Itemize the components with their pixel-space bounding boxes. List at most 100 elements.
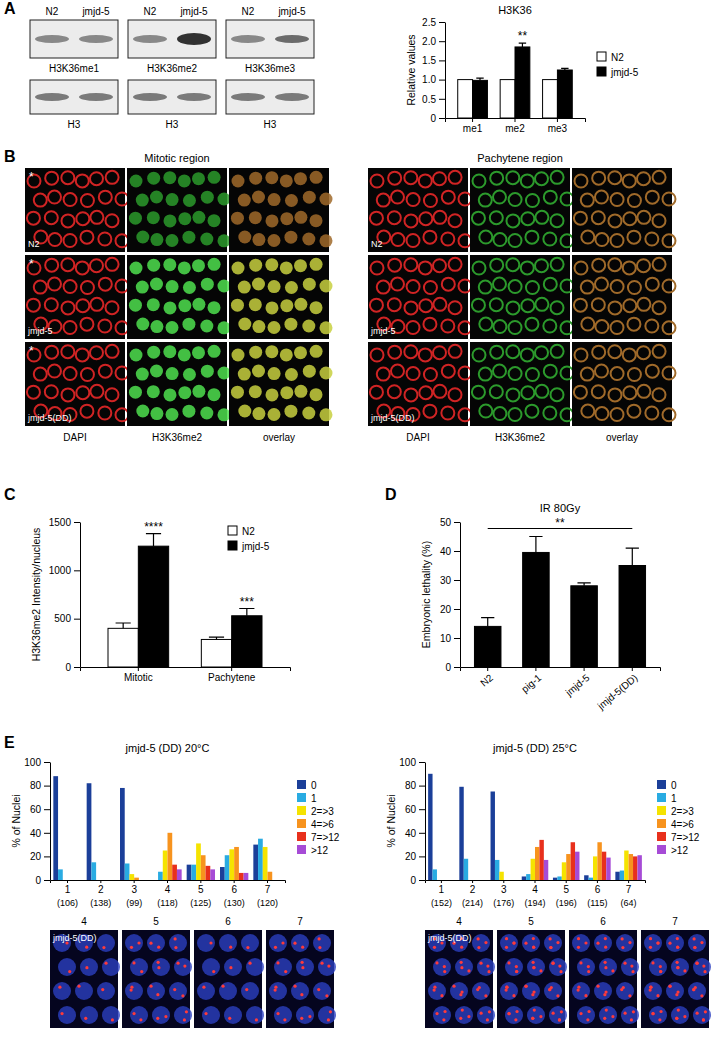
focus bbox=[539, 969, 542, 972]
nucleus bbox=[252, 320, 265, 333]
nucleus bbox=[291, 934, 309, 952]
legend-swatch bbox=[297, 806, 306, 815]
nucleus bbox=[192, 211, 205, 224]
nucleus bbox=[217, 321, 230, 334]
nucleus bbox=[388, 172, 401, 185]
micrograph-frame bbox=[572, 342, 672, 426]
nucleus bbox=[449, 345, 462, 358]
nucleus bbox=[608, 258, 621, 271]
nucleus bbox=[493, 191, 506, 204]
tick-label: 3 bbox=[131, 884, 137, 895]
nucleus bbox=[441, 233, 454, 246]
lane-label: N2 bbox=[144, 6, 157, 17]
nucleus bbox=[98, 320, 111, 333]
focus bbox=[85, 966, 88, 969]
nucleus bbox=[192, 259, 205, 272]
strain-label: jmjd-5 bbox=[27, 326, 53, 336]
x-tick: Pachytene bbox=[208, 667, 256, 683]
bar bbox=[504, 880, 508, 881]
blot-image bbox=[128, 80, 216, 114]
nucleus bbox=[521, 174, 534, 187]
nucleus bbox=[81, 368, 94, 381]
tick-mark bbox=[44, 786, 50, 787]
legend-label: jmjd-5 bbox=[241, 541, 270, 552]
nucleus bbox=[265, 301, 278, 314]
foci-image bbox=[50, 930, 120, 1028]
focus bbox=[558, 1018, 561, 1021]
focus bbox=[255, 1018, 258, 1021]
tick-label: me3 bbox=[548, 123, 568, 134]
nucleus bbox=[178, 212, 191, 225]
nucleus bbox=[310, 214, 323, 227]
nucleus bbox=[163, 345, 176, 358]
nucleus bbox=[493, 233, 506, 246]
micrograph bbox=[572, 255, 675, 339]
legend-swatch bbox=[657, 806, 666, 815]
nucleus bbox=[458, 367, 471, 380]
x-tick: 2 bbox=[470, 880, 476, 895]
nucleus bbox=[174, 1006, 192, 1024]
nucleus bbox=[129, 212, 142, 225]
nucleus bbox=[147, 385, 160, 398]
nucleus bbox=[313, 982, 331, 1000]
y-tick: 0 bbox=[410, 875, 425, 886]
legend-label: N2 bbox=[611, 52, 624, 63]
nucleus bbox=[458, 408, 471, 421]
nucleus bbox=[544, 278, 557, 291]
micrograph bbox=[368, 255, 471, 339]
legend: 012=>34=>67=>12>12 bbox=[297, 780, 340, 856]
nucleus bbox=[662, 193, 675, 206]
nucleus bbox=[232, 349, 245, 362]
bar bbox=[158, 872, 163, 880]
micrograph-frame bbox=[229, 168, 329, 252]
nucleus bbox=[130, 262, 143, 275]
tick-mark bbox=[566, 880, 567, 883]
panel-label: D bbox=[385, 486, 397, 503]
focus bbox=[586, 1018, 589, 1021]
nucleus bbox=[522, 982, 540, 1000]
bar bbox=[134, 878, 139, 880]
focus bbox=[276, 961, 279, 964]
nucleus bbox=[202, 1006, 220, 1024]
bar bbox=[225, 855, 230, 880]
focus bbox=[327, 964, 330, 967]
nucleus bbox=[592, 298, 605, 311]
tick-label: 7 bbox=[265, 884, 271, 895]
focus bbox=[704, 1010, 707, 1013]
focus bbox=[512, 941, 515, 944]
nucleus bbox=[192, 172, 205, 185]
nucleus bbox=[472, 212, 485, 225]
zone-label: 6 bbox=[600, 916, 606, 927]
bar bbox=[629, 854, 633, 880]
tick-label: 60 bbox=[405, 804, 417, 815]
micrograph-frame bbox=[229, 255, 329, 339]
nucleus bbox=[433, 211, 446, 224]
legend-label: 0 bbox=[671, 780, 677, 791]
focus bbox=[443, 965, 446, 968]
nucleus bbox=[370, 299, 383, 312]
tick-label: 100 bbox=[399, 757, 416, 768]
nucleus bbox=[442, 365, 455, 378]
focus bbox=[700, 941, 703, 944]
nucleus bbox=[61, 301, 74, 314]
tick-mark bbox=[597, 880, 598, 883]
nucleus bbox=[521, 299, 534, 312]
chart: 01020304050N2pig-1jmjd-5jmjd-5(DD)IR 80G… bbox=[420, 502, 661, 712]
nucleus bbox=[473, 175, 486, 188]
nucleus bbox=[551, 301, 564, 314]
focus bbox=[676, 937, 679, 940]
focus bbox=[695, 962, 698, 965]
x-axis: N2pig-1jmjd-5jmjd-5(DD) bbox=[461, 667, 661, 712]
nucleus bbox=[197, 982, 215, 1000]
focus bbox=[183, 1018, 186, 1021]
y-axis: 020406080100 bbox=[399, 757, 425, 886]
nucleus bbox=[115, 234, 128, 247]
legend-label: 2=>3 bbox=[671, 806, 694, 817]
y-tick: 60 bbox=[30, 804, 50, 815]
micrograph bbox=[368, 168, 471, 252]
nucleus bbox=[61, 345, 74, 358]
nucleus bbox=[238, 368, 251, 381]
plot-marks bbox=[53, 776, 272, 880]
nucleus bbox=[653, 345, 666, 358]
nucleus bbox=[99, 278, 112, 291]
